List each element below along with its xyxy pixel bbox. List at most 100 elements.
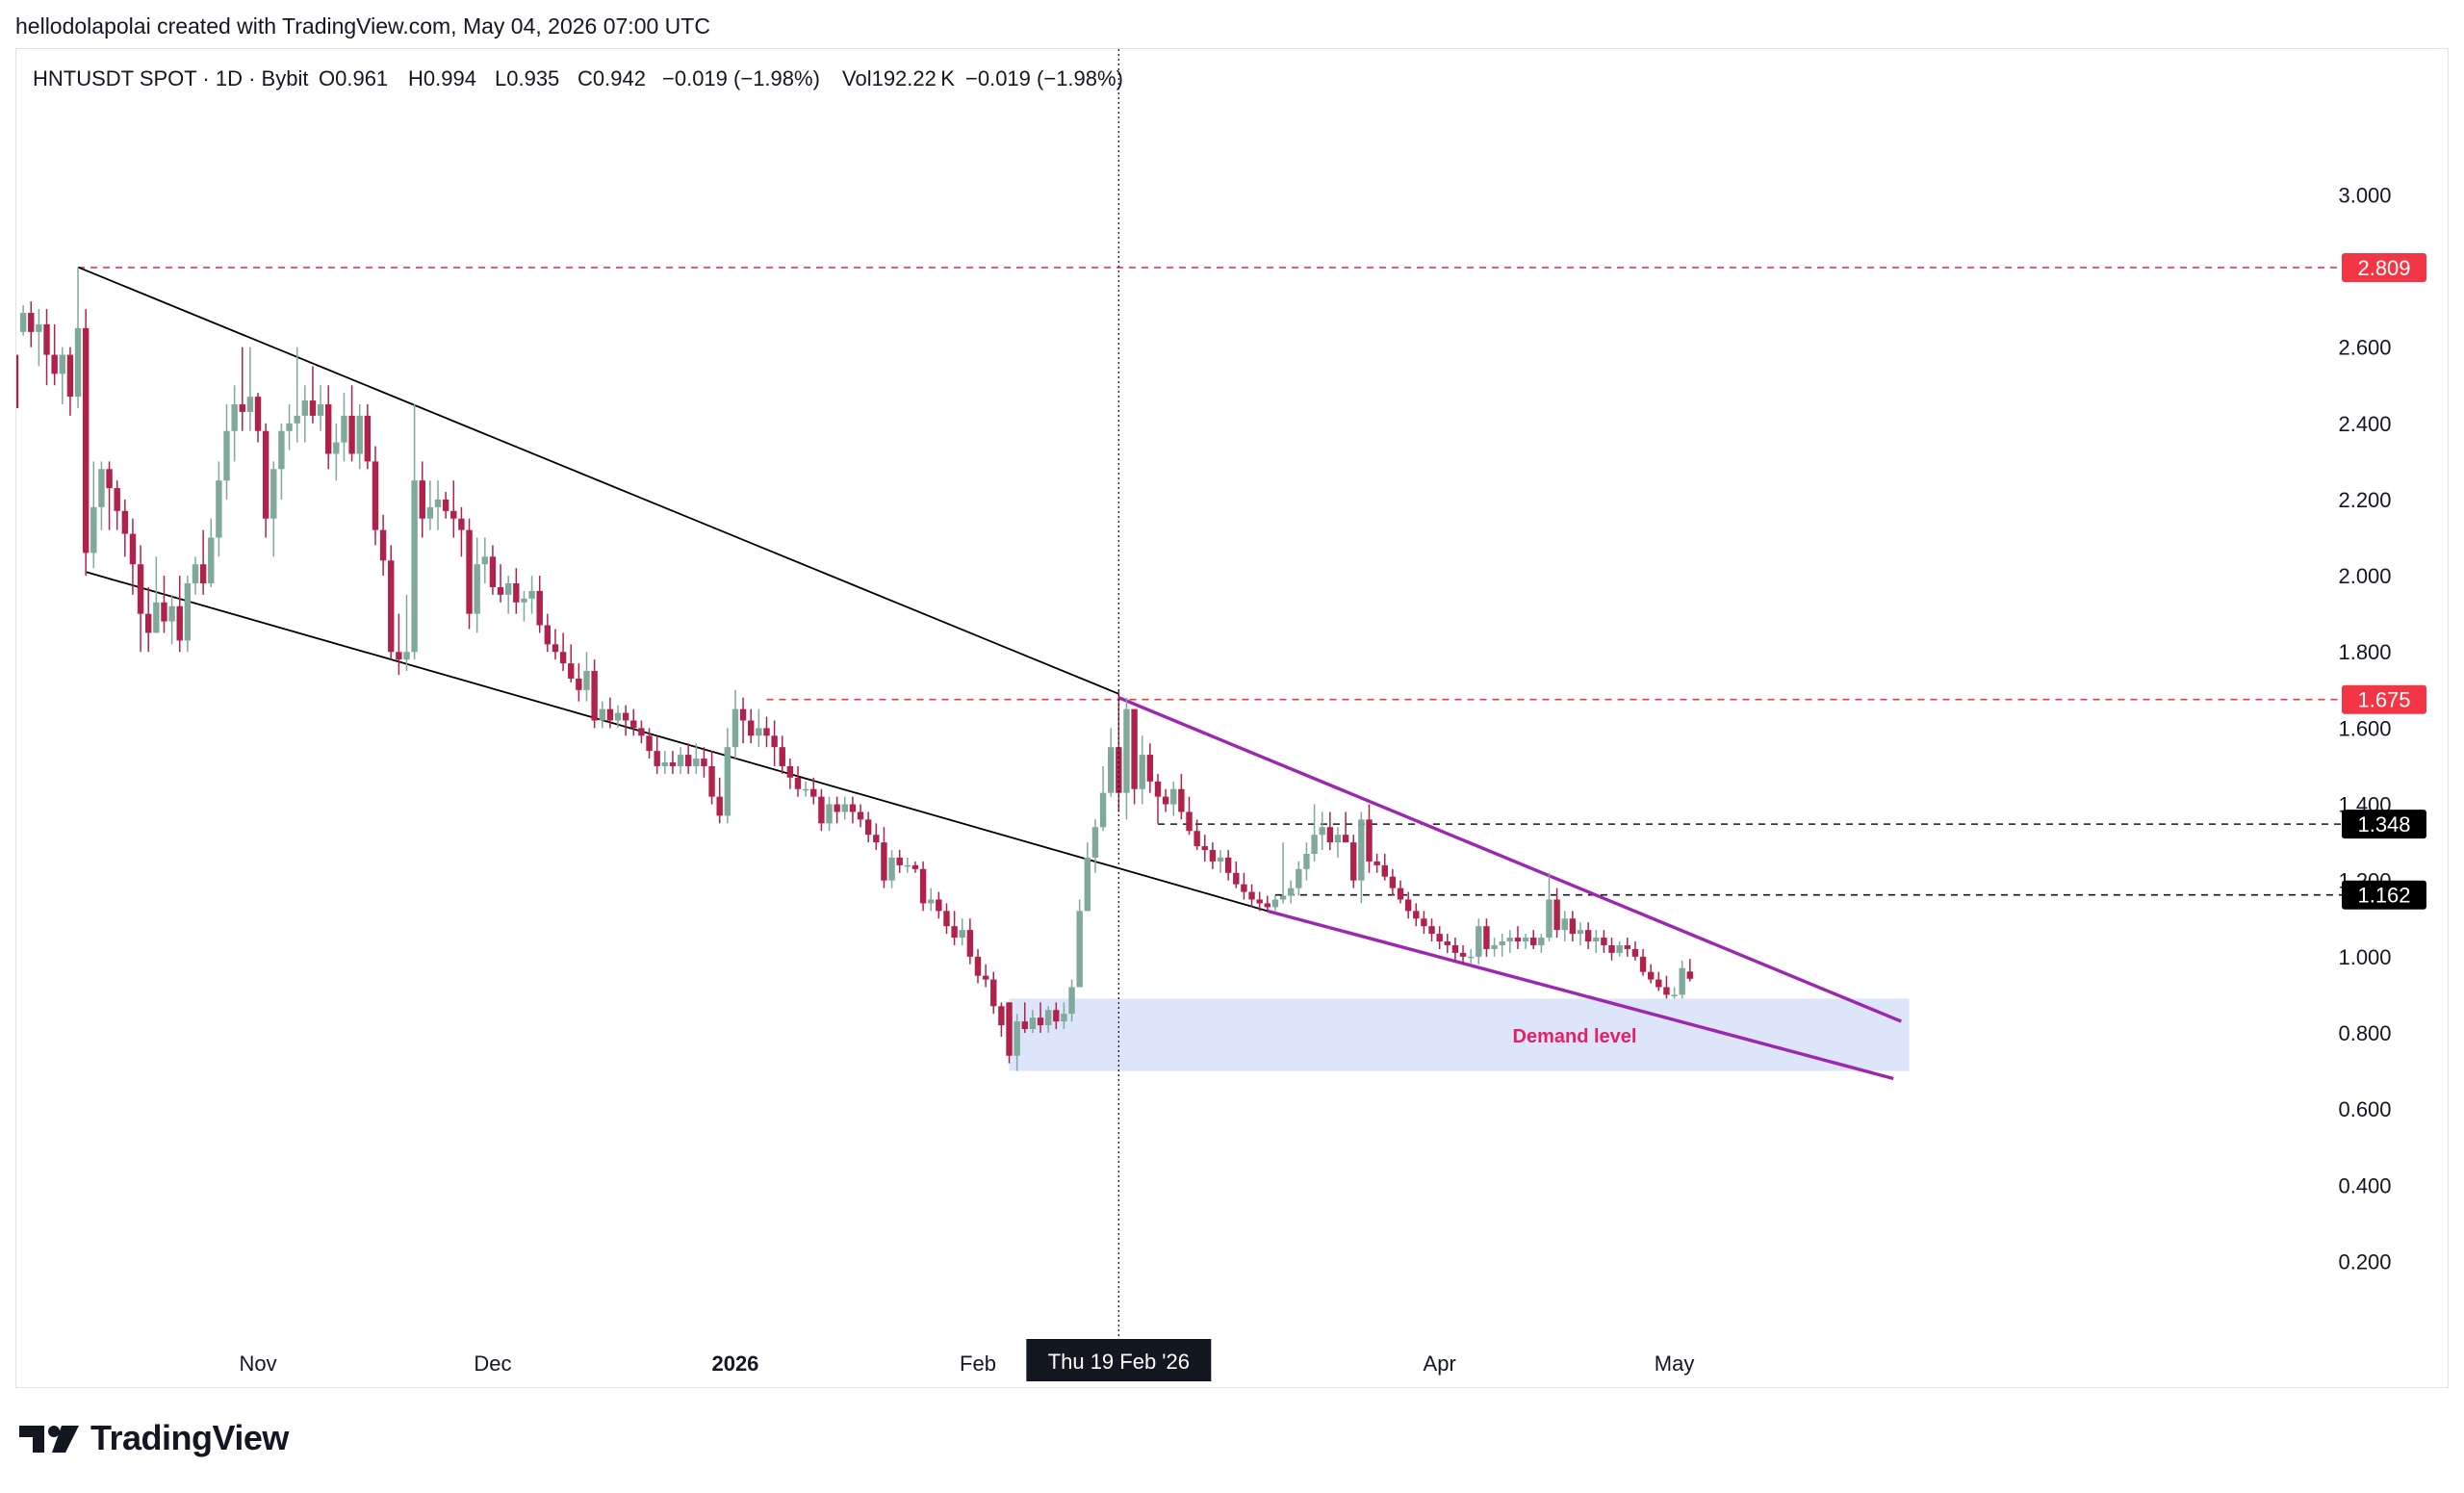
demand-zone[interactable] — [1009, 998, 1910, 1071]
candle[interactable] — [466, 518, 473, 630]
candle[interactable] — [333, 423, 340, 481]
candle[interactable] — [1686, 959, 1694, 982]
candle[interactable] — [1303, 842, 1310, 881]
candle[interactable] — [434, 480, 442, 530]
candle[interactable] — [622, 705, 629, 736]
candle[interactable] — [943, 903, 950, 935]
candle[interactable] — [1084, 842, 1091, 912]
price-chart[interactable]: Demand level 3.000 2.600 2.400 2.200 2.000 1.… — [16, 49, 2450, 1389]
price-badge[interactable]: 1.348 — [2342, 810, 2426, 839]
trend-line-upper[interactable] — [77, 266, 1119, 695]
candle[interactable] — [1091, 819, 1099, 873]
candle[interactable] — [1631, 941, 1639, 961]
candle[interactable] — [317, 385, 324, 431]
candle[interactable] — [1679, 960, 1685, 999]
candle[interactable] — [701, 747, 707, 778]
candle[interactable] — [239, 347, 245, 431]
candle[interactable] — [654, 735, 660, 774]
candle[interactable] — [1264, 895, 1270, 912]
candle[interactable] — [286, 404, 293, 450]
candle[interactable] — [216, 461, 222, 557]
candle[interactable] — [756, 708, 762, 748]
candle[interactable] — [254, 393, 262, 443]
candle[interactable] — [1146, 743, 1154, 793]
candle[interactable] — [974, 948, 982, 984]
candle[interactable] — [1584, 922, 1592, 949]
candle[interactable] — [1358, 811, 1365, 904]
candle[interactable] — [199, 529, 207, 595]
candle[interactable] — [1248, 884, 1255, 908]
candle[interactable] — [732, 689, 739, 759]
candle[interactable] — [693, 743, 700, 774]
candle[interactable] — [661, 751, 668, 774]
candle[interactable] — [1451, 938, 1459, 961]
candle[interactable] — [568, 644, 575, 682]
candle[interactable] — [779, 735, 785, 774]
candle[interactable] — [161, 576, 167, 633]
candle[interactable] — [1663, 975, 1670, 999]
candle[interactable] — [794, 765, 802, 797]
candle[interactable] — [106, 461, 113, 530]
candle[interactable] — [834, 796, 840, 824]
candle[interactable] — [51, 323, 58, 386]
candle[interactable] — [82, 309, 90, 577]
candle[interactable] — [1639, 948, 1647, 976]
candle[interactable] — [176, 576, 183, 653]
candle[interactable] — [1506, 930, 1514, 953]
candle[interactable] — [442, 492, 449, 519]
candle[interactable] — [1076, 899, 1083, 988]
candle[interactable] — [818, 788, 825, 832]
crosshair-date-badge[interactable]: Thu 19 Feb '26 — [1026, 1339, 1212, 1381]
candle[interactable] — [763, 716, 770, 748]
chart-frame[interactable]: Demand level 3.000 2.600 2.400 2.200 2.000 1.… — [15, 48, 2449, 1388]
candle[interactable] — [1116, 689, 1122, 812]
candle[interactable] — [372, 446, 379, 546]
candle[interactable] — [1224, 850, 1232, 881]
price-badge[interactable]: 1.675 — [2342, 684, 2426, 714]
candle[interactable] — [1404, 891, 1412, 919]
candle[interactable] — [1029, 1010, 1037, 1033]
candle[interactable] — [873, 823, 880, 851]
candle[interactable] — [669, 751, 677, 774]
candle[interactable] — [536, 576, 543, 633]
candle[interactable] — [708, 751, 715, 805]
candle[interactable] — [748, 708, 755, 744]
candle[interactable] — [1342, 811, 1349, 843]
candle[interactable] — [1162, 788, 1169, 812]
candle[interactable] — [426, 480, 434, 530]
candle[interactable] — [1593, 930, 1600, 953]
candle[interactable] — [904, 857, 911, 873]
candle[interactable] — [1131, 708, 1138, 805]
candle[interactable] — [786, 759, 794, 789]
candle[interactable] — [638, 720, 645, 744]
candle[interactable] — [1522, 934, 1529, 949]
falling-wedge-wedge-lower[interactable] — [1267, 909, 1894, 1081]
candle[interactable] — [521, 590, 527, 622]
candle[interactable] — [1217, 850, 1224, 873]
candle[interactable] — [168, 594, 175, 645]
candle[interactable] — [864, 811, 872, 843]
candle[interactable] — [450, 480, 457, 538]
candle[interactable] — [1099, 765, 1107, 832]
candle[interactable] — [1279, 842, 1287, 904]
candle[interactable] — [98, 461, 105, 530]
candle[interactable] — [841, 796, 848, 820]
candle[interactable] — [1428, 918, 1435, 942]
candle[interactable] — [1397, 880, 1404, 904]
candle[interactable] — [1334, 827, 1342, 858]
candle[interactable] — [1553, 888, 1560, 939]
candle[interactable] — [1530, 930, 1537, 949]
candle[interactable] — [559, 632, 567, 672]
candle[interactable] — [403, 594, 410, 672]
candle[interactable] — [1561, 911, 1568, 942]
candle[interactable] — [379, 514, 387, 577]
candle[interactable] — [1139, 735, 1145, 805]
candle[interactable] — [192, 556, 199, 595]
candle[interactable] — [231, 385, 238, 462]
falling-wedge-wedge-upper[interactable] — [1117, 696, 1902, 1023]
candle[interactable] — [1601, 930, 1607, 953]
candle[interactable] — [1194, 819, 1200, 851]
candle[interactable] — [341, 393, 347, 462]
candle[interactable] — [1014, 1014, 1020, 1071]
candle[interactable] — [1287, 880, 1295, 904]
